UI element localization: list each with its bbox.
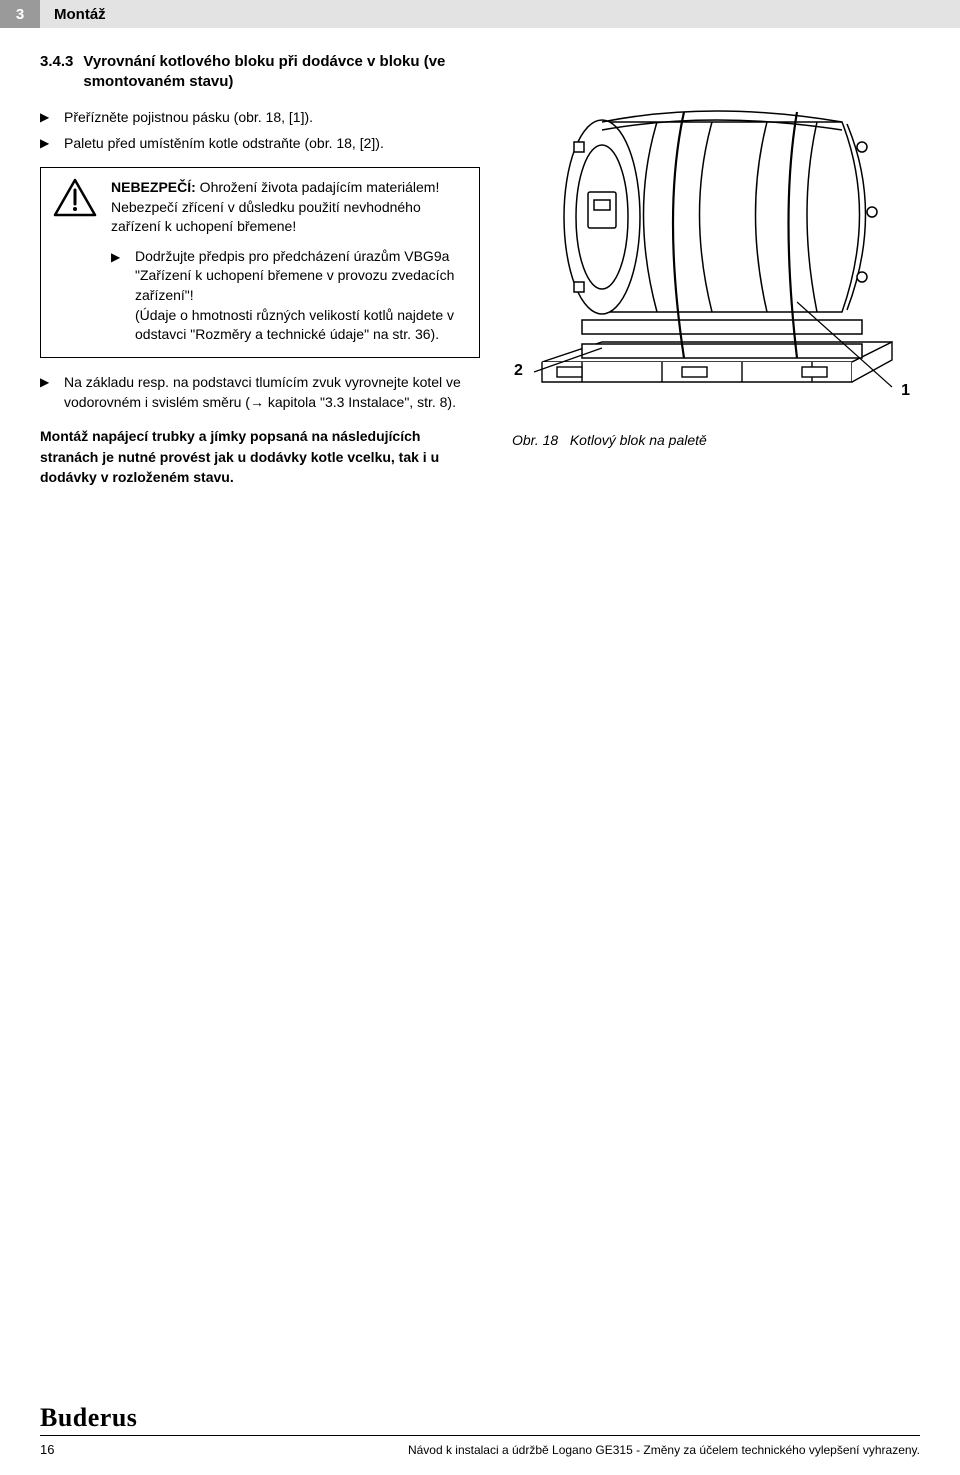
- figure-caption-label: Obr. 18: [512, 432, 558, 448]
- figure-callout-1: 1: [901, 382, 910, 400]
- triangle-right-icon: ▶: [40, 372, 54, 413]
- figure: 1 2 Obr. 18 Kotlový blok na paletě: [512, 52, 920, 448]
- figure-drawing: 1 2: [512, 52, 912, 422]
- warning-sub-text: Dodržujte předpis pro předcházení úrazům…: [135, 247, 467, 345]
- list-item-text: Přeřízněte pojistnou pásku (obr. 18, [1]…: [64, 107, 313, 127]
- page-content: 3.4.3 Vyrovnání kotlového bloku při dodá…: [0, 28, 960, 487]
- list-item: ▶ Na základu resp. na podstavci tlumícím…: [40, 372, 480, 413]
- list-item-text: Na základu resp. na podstavci tlumícím z…: [64, 372, 480, 413]
- bold-paragraph: Montáž napájecí trubky a jímky popsaná n…: [40, 426, 480, 487]
- right-column: 1 2 Obr. 18 Kotlový blok na paletě: [512, 52, 920, 487]
- brand-logo: Buderus: [40, 1403, 920, 1433]
- triangle-right-icon: ▶: [111, 247, 125, 345]
- chapter-title: Montáž: [40, 0, 960, 28]
- triangle-right-icon: ▶: [40, 133, 54, 153]
- warning-text: NEBEZPEČÍ: Ohrožení života padajícím mat…: [111, 178, 467, 345]
- page-footer: Buderus 16 Návod k instalaci a údržbě Lo…: [40, 1403, 920, 1457]
- list-item-text: Paletu před umístěním kotle odstraňte (o…: [64, 133, 384, 153]
- subsection-heading: 3.4.3 Vyrovnání kotlového bloku při dodá…: [40, 52, 480, 93]
- warning-label: NEBEZPEČÍ:: [111, 179, 196, 195]
- triangle-right-icon: ▶: [40, 107, 54, 127]
- figure-callout-2: 2: [514, 362, 523, 380]
- warning-box: NEBEZPEČÍ: Ohrožení života padajícím mat…: [40, 167, 480, 358]
- figure-caption: Obr. 18 Kotlový blok na paletě: [512, 432, 920, 448]
- left-column: 3.4.3 Vyrovnání kotlového bloku při dodá…: [40, 52, 480, 487]
- warning-sub-bullet: ▶ Dodržujte předpis pro předcházení úraz…: [111, 247, 467, 345]
- subsection-title: Vyrovnání kotlového bloku při dodávce v …: [83, 52, 480, 93]
- chapter-number: 3: [0, 0, 40, 28]
- footer-divider: [40, 1435, 920, 1436]
- page-number: 16: [40, 1442, 54, 1457]
- bullet-list-top: ▶ Přeřízněte pojistnou pásku (obr. 18, […: [40, 107, 480, 154]
- chapter-header: 3 Montáž: [0, 0, 960, 28]
- list-item: ▶ Přeřízněte pojistnou pásku (obr. 18, […: [40, 107, 480, 127]
- subsection-number: 3.4.3: [40, 52, 73, 93]
- footer-doc-title: Návod k instalaci a údržbě Logano GE315 …: [408, 1443, 920, 1457]
- list-item: ▶ Paletu před umístěním kotle odstraňte …: [40, 133, 480, 153]
- warning-triangle-icon: [53, 178, 97, 345]
- bullet-list-bottom: ▶ Na základu resp. na podstavci tlumícím…: [40, 372, 480, 413]
- figure-caption-text: Kotlový blok na paletě: [570, 432, 707, 448]
- warning-heading: NEBEZPEČÍ: Ohrožení života padajícím mat…: [111, 178, 467, 237]
